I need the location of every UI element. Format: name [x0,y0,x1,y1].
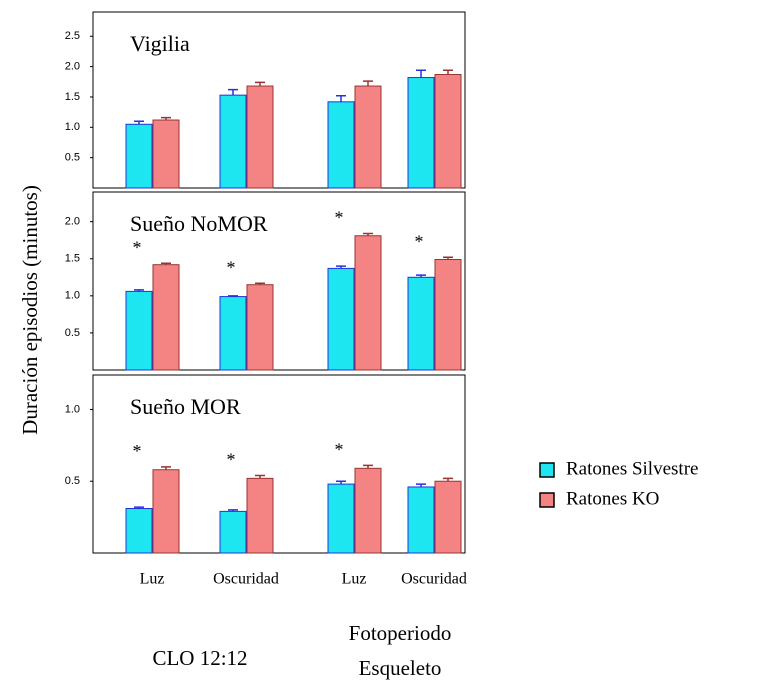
bar [434,258,462,371]
error-bar [134,506,144,509]
error-bar [255,81,265,87]
error-bar [416,69,426,78]
bar [219,296,247,371]
error-bar [228,295,238,297]
bar [354,85,382,189]
significance-marker: * [415,231,424,251]
error-bar [336,480,346,485]
bar [246,85,274,189]
bar [434,480,462,554]
x-tick-label: Luz [342,571,367,588]
error-bar [443,477,453,482]
bar [152,119,180,189]
panel-frame [92,11,466,189]
group-label: Fotoperiodo [349,621,452,645]
error-bar [363,80,373,87]
bar [125,290,153,371]
significance-marker: * [335,208,344,228]
y-tick-label: 0.5 [65,327,80,339]
y-tick-label: 2.0 [65,61,80,73]
error-bar [161,466,171,470]
bar [434,74,462,189]
y-tick-label: 1.0 [65,403,80,415]
error-bar [228,88,238,96]
bar [327,483,355,554]
bar [407,276,435,371]
bar [246,477,274,554]
error-bar [161,116,171,121]
error-bar [416,483,426,487]
legend-swatch [539,492,555,508]
legend-label: Ratones KO [566,488,659,509]
group-label: CLO 12:12 [152,646,247,670]
panel-title: Sueño NoMOR [130,211,268,236]
panel-title: Vigilia [130,31,190,56]
legend-label: Ratones Silvestre [566,458,698,479]
bar [354,467,382,554]
legend-swatch [539,462,555,478]
error-bar [255,282,265,285]
error-bar [134,120,144,125]
panel-frame [92,374,466,554]
bar [407,486,435,554]
group-label: Esqueleto [359,656,442,680]
error-bar [443,69,453,75]
y-tick-label: 1.5 [65,253,80,265]
y-tick-label: 1.0 [65,121,80,133]
bar [407,77,435,189]
y-tick-label: 1.5 [65,91,80,103]
error-bar [336,265,346,269]
error-bar [161,262,171,265]
error-bar [443,256,453,260]
significance-marker: * [133,441,142,461]
y-tick-label: 2.5 [65,30,80,42]
x-tick-label: Oscuridad [213,571,279,588]
bar [125,508,153,554]
bar [219,94,247,189]
significance-marker: * [227,257,236,277]
error-bar [363,232,373,236]
error-bar [134,289,144,292]
error-bar [416,274,426,278]
y-tick-label: 2.0 [65,216,80,228]
x-tick-label: Luz [140,571,165,588]
panel-frame [92,191,466,371]
x-tick-label: Oscuridad [401,571,467,588]
error-bar [363,464,373,469]
significance-marker: * [335,440,344,460]
y-tick-label: 0.5 [65,152,80,164]
bar [152,264,180,371]
y-axis-label: Duración episodios (minutos) [18,185,42,435]
error-bar [228,509,238,512]
bar [327,101,355,189]
error-bar [336,95,346,102]
bar [219,510,247,554]
significance-marker: * [133,237,142,257]
y-tick-label: 0.5 [65,475,80,487]
bar [327,267,355,371]
bar [152,469,180,554]
bar [246,284,274,371]
bar [125,123,153,189]
significance-marker: * [227,450,236,470]
panel-title: Sueño MOR [130,394,241,419]
y-tick-label: 1.0 [65,290,80,302]
bar [354,235,382,371]
error-bar [255,474,265,479]
